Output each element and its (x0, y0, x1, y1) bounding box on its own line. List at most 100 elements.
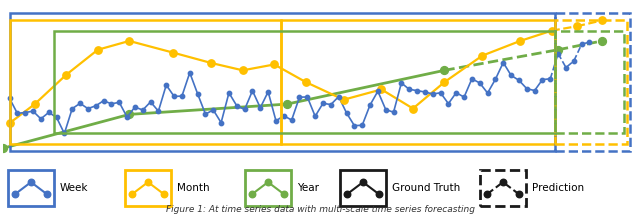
Point (247, 89, 257, 92)
Point (310, 114, 320, 118)
Text: Week: Week (60, 183, 88, 193)
Point (4, 121, 15, 125)
Point (26, 180, 36, 184)
Point (161, 83, 172, 87)
Point (435, 91, 445, 95)
Point (61, 73, 72, 76)
Point (20, 111, 30, 114)
Point (159, 192, 169, 196)
Point (91, 104, 101, 108)
Bar (555, 13, 630, 151)
Point (506, 74, 516, 77)
Point (342, 192, 352, 196)
Point (577, 43, 587, 46)
Point (475, 81, 485, 85)
Point (597, 39, 607, 43)
Point (263, 90, 273, 94)
Point (10, 192, 20, 196)
Point (138, 108, 148, 112)
Text: Figure 1: At time series data with multi-scale time series forecasting: Figure 1: At time series data with multi… (166, 205, 474, 214)
Bar (555, 20, 627, 144)
Point (216, 121, 226, 124)
Point (333, 95, 344, 98)
Point (237, 69, 248, 72)
Point (498, 180, 508, 184)
Point (440, 80, 450, 84)
Point (169, 95, 179, 98)
Point (553, 48, 563, 51)
Point (428, 92, 438, 96)
Point (4, 97, 15, 100)
Point (357, 124, 367, 127)
Point (515, 39, 525, 43)
Point (287, 118, 297, 122)
Point (477, 54, 488, 57)
Point (547, 29, 557, 32)
Point (404, 88, 414, 91)
Text: Year: Year (297, 183, 319, 193)
Point (200, 112, 211, 116)
Text: Prediction: Prediction (532, 183, 584, 193)
Point (490, 78, 500, 81)
Point (271, 119, 281, 123)
Point (224, 91, 234, 95)
Point (143, 180, 153, 184)
Point (561, 66, 571, 69)
Point (127, 192, 137, 196)
Point (388, 111, 399, 114)
Point (36, 117, 46, 121)
Point (269, 63, 280, 66)
Point (168, 51, 179, 54)
Point (569, 59, 579, 63)
Point (42, 192, 52, 196)
Point (358, 180, 368, 184)
Point (584, 40, 595, 44)
Point (302, 95, 312, 99)
Point (545, 77, 556, 81)
Point (130, 105, 140, 109)
Point (282, 102, 292, 106)
Text: Month: Month (177, 183, 210, 193)
Point (440, 69, 450, 72)
Point (572, 25, 582, 28)
Point (408, 107, 418, 110)
Point (483, 91, 493, 95)
Point (420, 90, 430, 94)
Point (208, 108, 218, 112)
Point (67, 107, 77, 110)
Point (451, 91, 461, 94)
Text: Ground Truth: Ground Truth (392, 183, 460, 193)
Point (522, 87, 532, 90)
Point (124, 113, 134, 116)
Point (12, 112, 22, 115)
Point (239, 108, 250, 111)
Point (467, 77, 477, 81)
Point (318, 102, 328, 105)
Point (341, 111, 351, 115)
Point (145, 100, 156, 104)
Point (154, 109, 164, 113)
Point (376, 88, 387, 91)
Point (255, 106, 266, 110)
Point (381, 108, 391, 111)
Point (529, 89, 540, 92)
Point (122, 115, 132, 119)
Point (294, 95, 305, 99)
Point (44, 111, 54, 114)
Bar (54, 31, 555, 133)
Point (75, 102, 85, 105)
Point (263, 180, 273, 184)
Point (374, 192, 384, 196)
Point (51, 116, 61, 119)
Bar (480, 170, 526, 206)
Bar (10, 20, 280, 144)
Point (99, 99, 109, 102)
Point (339, 98, 349, 102)
Point (444, 102, 454, 105)
Point (106, 102, 116, 106)
Point (60, 132, 70, 135)
Point (28, 110, 38, 113)
Point (365, 103, 375, 107)
Point (247, 192, 257, 196)
Point (459, 95, 469, 99)
